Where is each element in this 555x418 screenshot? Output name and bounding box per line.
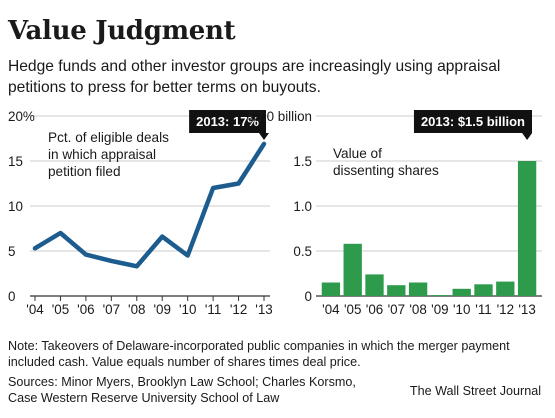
publisher-credit: The Wall Street Journal bbox=[409, 384, 541, 398]
left-y-tick-label: 5 bbox=[8, 244, 15, 259]
right-x-tick-label: '13 bbox=[518, 302, 535, 317]
right-annotation-line: Value of bbox=[333, 146, 382, 161]
left-annotation-line: petition filed bbox=[48, 164, 121, 179]
right-callout-pointer bbox=[522, 133, 533, 140]
right-x-tick-label: '05 bbox=[344, 302, 361, 317]
left-x-tick-label: '04 bbox=[26, 302, 44, 317]
right-x-tick-label: '07 bbox=[388, 302, 405, 317]
left-x-tick-label: '05 bbox=[52, 302, 69, 317]
left-x-tick-label: '09 bbox=[153, 302, 170, 317]
series-line-appraisal-pct bbox=[32, 141, 267, 269]
sources-line-1: Sources: Minor Myers, Brooklyn Law Schoo… bbox=[8, 375, 356, 389]
left-x-tick-label: '08 bbox=[128, 302, 145, 317]
right-y-tick-label: 0.5 bbox=[293, 244, 312, 259]
left-y-tick-label: 20% bbox=[8, 109, 35, 124]
right-y-tick-label: 0 bbox=[305, 289, 312, 304]
left-annotation-line: in which appraisal bbox=[48, 147, 156, 162]
chart-title: Value Judgment bbox=[8, 16, 236, 46]
right-y-tick-label: 1.5 bbox=[293, 154, 312, 169]
right-x-tick-label: '11 bbox=[475, 302, 491, 317]
chart-subtitle: Hedge funds and other investor groups ar… bbox=[8, 58, 501, 96]
right-x-tick-label: '12 bbox=[497, 302, 514, 317]
bar-dissenting-shares bbox=[387, 285, 406, 296]
bar-dissenting-shares bbox=[452, 288, 471, 296]
left-y-tick-label: 0 bbox=[8, 289, 15, 304]
left-annotation-line: Pct. of eligible deals bbox=[48, 130, 169, 145]
left-callout-text: 2013: 17% bbox=[196, 114, 259, 129]
right-y-tick-label: 1.0 bbox=[293, 199, 312, 214]
left-y-tick-label: 10 bbox=[8, 199, 23, 214]
left-x-tick-label: '11 bbox=[205, 302, 221, 317]
bar-dissenting-shares bbox=[321, 282, 341, 296]
left-x-tick-label: '07 bbox=[103, 302, 120, 317]
bar-dissenting-shares bbox=[365, 274, 384, 296]
bar-dissenting-shares bbox=[430, 295, 450, 296]
bar-dissenting-shares bbox=[496, 281, 515, 296]
right-annotation-line: dissenting shares bbox=[333, 163, 439, 178]
left-callout-pointer bbox=[259, 133, 269, 140]
left-x-tick-label: '06 bbox=[77, 302, 94, 317]
right-x-tick-label: '09 bbox=[431, 302, 448, 317]
left-x-tick-label: '13 bbox=[255, 302, 272, 317]
sources: Sources: Minor Myers, Brooklyn Law Schoo… bbox=[8, 374, 368, 406]
right-x-tick-label: '10 bbox=[453, 302, 470, 317]
bar-dissenting-shares bbox=[343, 243, 362, 296]
right-x-tick-label: '06 bbox=[366, 302, 383, 317]
left-x-tick-label: '10 bbox=[179, 302, 196, 317]
bar-dissenting-shares bbox=[517, 161, 537, 296]
right-x-tick-label: '04 bbox=[322, 302, 340, 317]
bar-dissenting-shares bbox=[408, 282, 428, 296]
left-y-tick-label: 15 bbox=[8, 154, 23, 169]
right-callout-text: 2013: $1.5 billion bbox=[421, 114, 525, 129]
left-x-tick-label: '12 bbox=[230, 302, 247, 317]
right-callout-box bbox=[413, 110, 532, 133]
bar-dissenting-shares bbox=[474, 284, 493, 296]
right-x-tick-label: '08 bbox=[409, 302, 426, 317]
footnote: Note: Takeovers of Delaware-incorporated… bbox=[8, 339, 510, 369]
right-y-tick-label: $2.0 billion bbox=[248, 109, 312, 124]
left-callout-box bbox=[189, 110, 266, 133]
sources-line-2: Case Western Reserve University School o… bbox=[8, 391, 280, 405]
